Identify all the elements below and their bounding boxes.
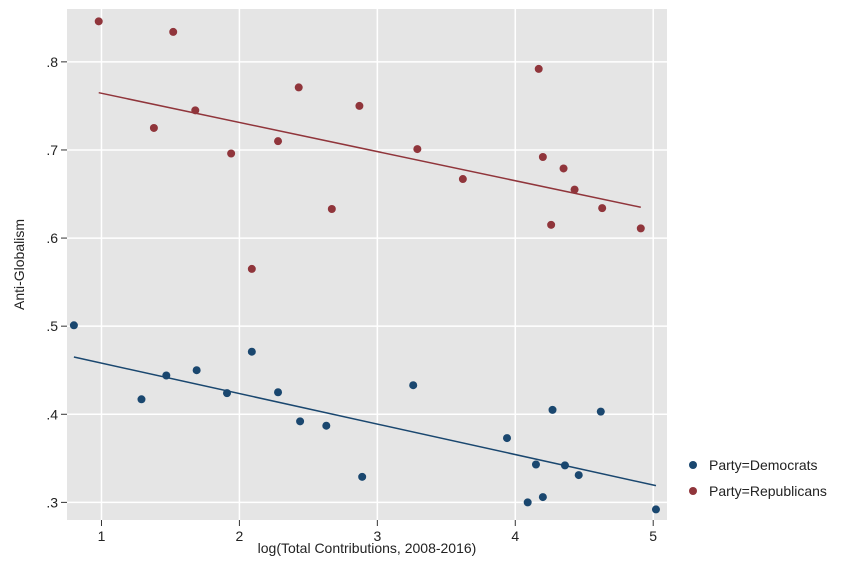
data-point-0 [223, 389, 231, 398]
data-point-0 [192, 366, 201, 375]
y-tick-label: .5 [46, 318, 58, 334]
data-point-1 [327, 204, 336, 213]
data-point-1 [570, 185, 579, 194]
x-tick-label: 3 [373, 528, 381, 544]
data-point-0 [322, 421, 331, 430]
data-point-1 [636, 224, 645, 233]
data-point-1 [355, 101, 364, 110]
data-point-0 [596, 407, 605, 416]
y-tick-label: .4 [46, 406, 58, 422]
y-axis-label: Anti-Globalism [11, 219, 27, 310]
legend-label-0: Party=Democrats [709, 457, 818, 473]
data-points [69, 17, 660, 514]
data-point-1 [538, 153, 547, 162]
y-tick-label: .8 [46, 54, 58, 70]
data-point-0 [137, 395, 146, 404]
data-point-0 [560, 461, 569, 470]
legend-label-1: Party=Republicans [709, 483, 827, 499]
data-point-1 [227, 149, 236, 158]
x-tick-label: 1 [98, 528, 106, 544]
data-point-1 [598, 204, 607, 213]
data-point-0 [651, 505, 660, 514]
x-axis: 1 2 3 4 5 [98, 520, 657, 544]
data-point-0 [358, 472, 367, 481]
fit-line-1 [98, 91, 641, 208]
data-point-1 [94, 17, 103, 26]
legend: Party=Democrats Party=Republicans [689, 457, 827, 499]
x-tick-label: 5 [649, 528, 657, 544]
x-axis-label: log(Total Contributions, 2008-2016) [258, 540, 477, 556]
data-point-1 [169, 27, 178, 36]
data-point-0 [69, 321, 78, 330]
x-tick-label: 4 [511, 528, 519, 544]
legend-marker-1 [689, 487, 697, 495]
data-point-1 [559, 164, 568, 173]
y-tick-label: .7 [46, 142, 58, 158]
data-point-0 [531, 460, 540, 469]
data-point-1 [547, 220, 556, 229]
data-point-1 [149, 123, 158, 132]
data-point-0 [523, 498, 532, 507]
y-tick-label: .6 [46, 230, 58, 246]
data-point-1 [413, 145, 422, 154]
data-point-0 [296, 417, 305, 426]
data-point-1 [274, 137, 283, 146]
data-point-1 [534, 64, 543, 73]
fit-line-0 [73, 356, 657, 487]
data-point-0 [409, 381, 418, 390]
data-point-0 [247, 347, 256, 356]
data-point-1 [247, 264, 256, 273]
data-point-0 [548, 405, 557, 414]
fit-lines [73, 91, 657, 487]
legend-marker-0 [689, 461, 697, 469]
data-point-1 [458, 175, 467, 184]
data-point-0 [503, 434, 511, 443]
plot-area [67, 9, 667, 520]
data-point-0 [162, 371, 171, 380]
data-point-1 [191, 106, 200, 115]
data-point-0 [574, 471, 583, 480]
x-tick-label: 2 [236, 528, 244, 544]
data-point-0 [274, 388, 283, 397]
y-tick-label: .3 [46, 494, 58, 510]
data-point-0 [538, 493, 547, 502]
gridlines [67, 9, 667, 520]
data-point-1 [294, 83, 303, 92]
y-axis: .3 .4 .5 .6 .7 .8 [46, 54, 67, 510]
